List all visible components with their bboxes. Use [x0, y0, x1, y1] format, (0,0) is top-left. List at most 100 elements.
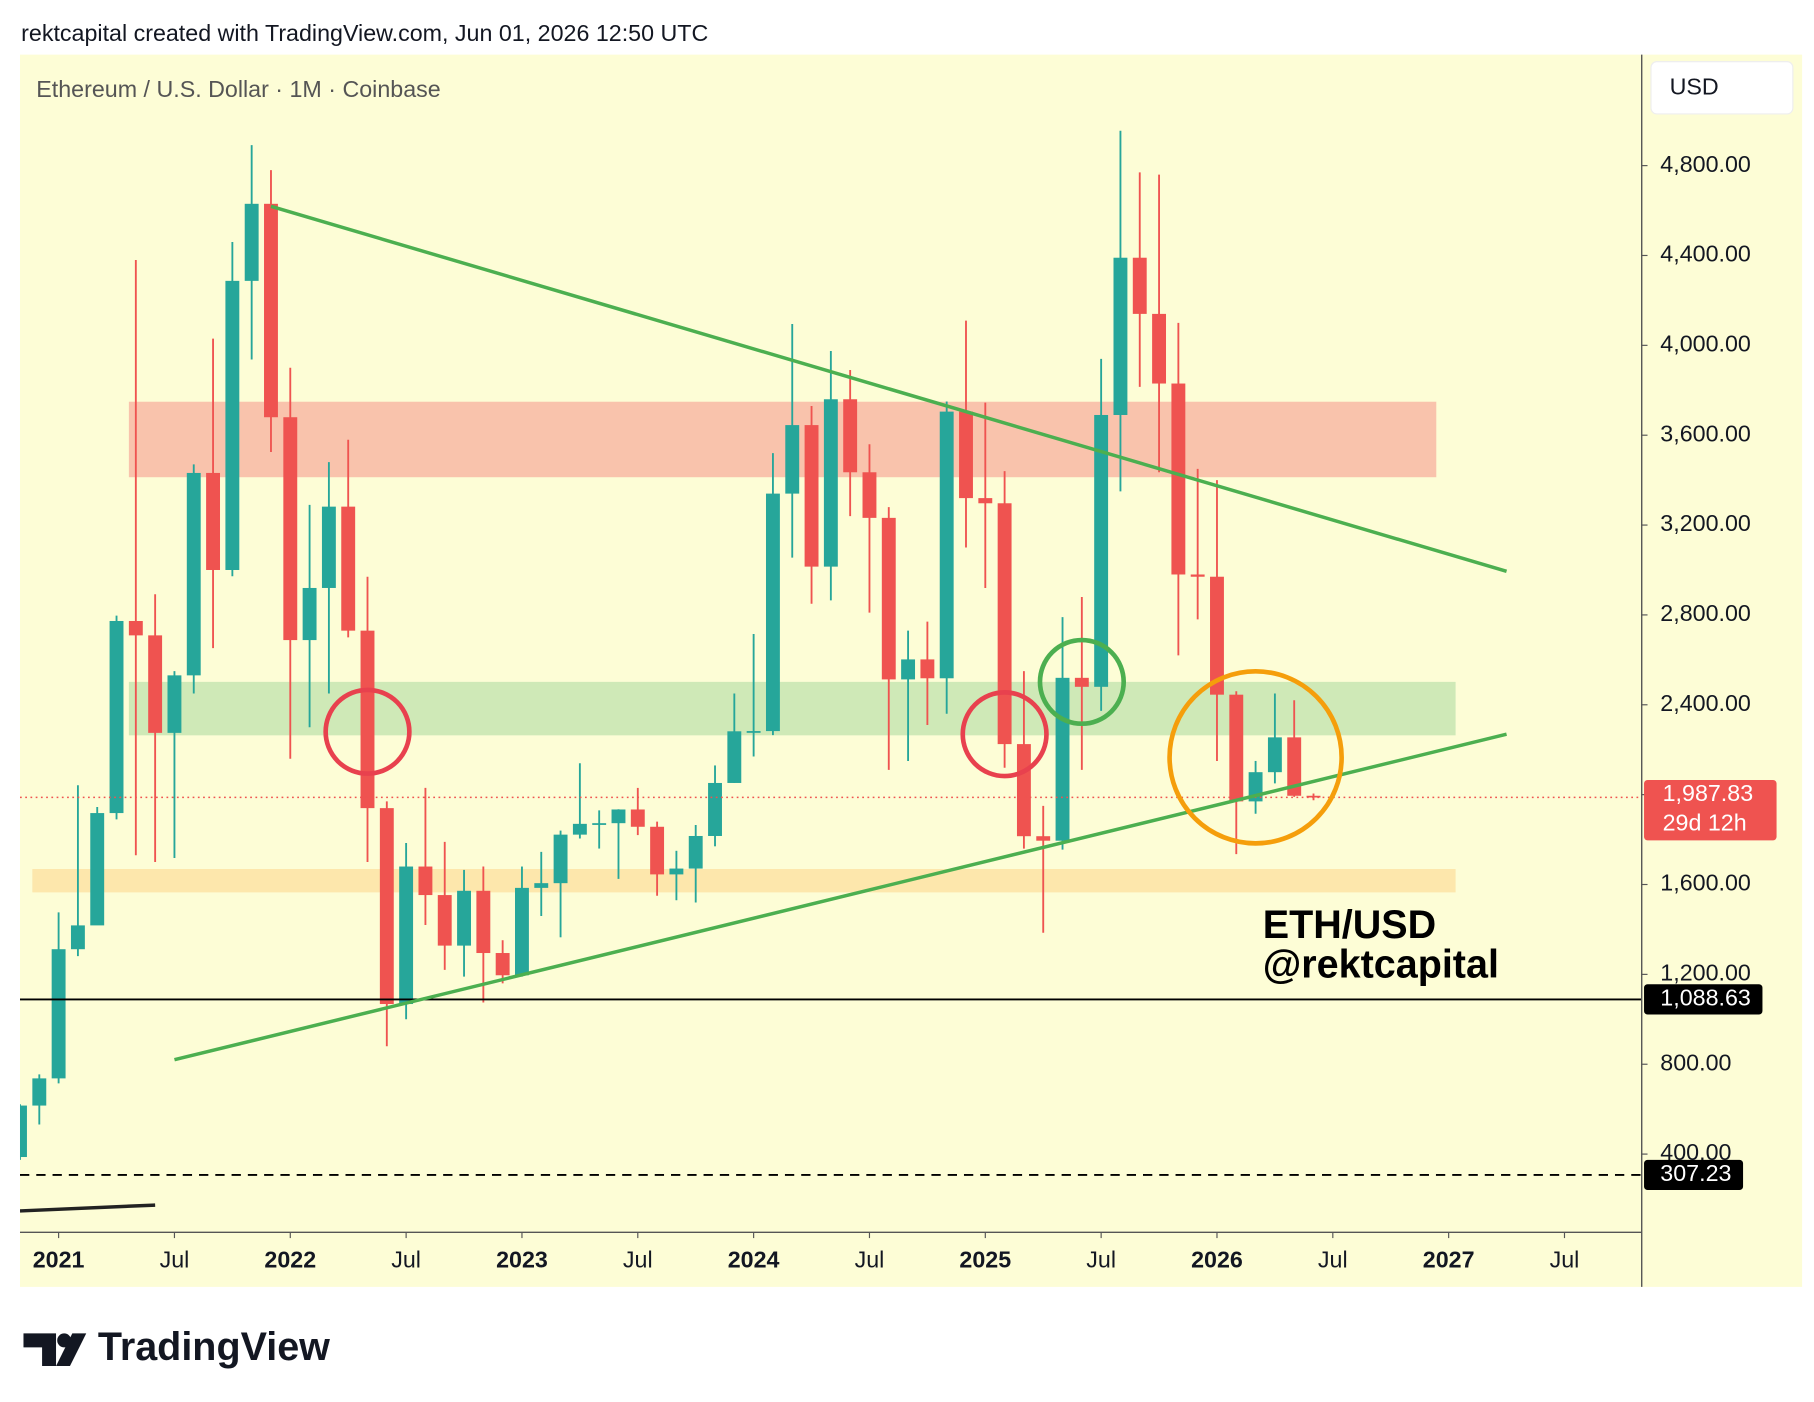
candle-body — [978, 498, 993, 504]
candle-body — [1287, 737, 1302, 796]
y-tick-label: 1,200.00 — [1660, 960, 1751, 986]
highlight-circle — [1167, 669, 1344, 846]
candle-body — [862, 472, 877, 518]
trendline — [174, 732, 1507, 1062]
watermark-author: @rektcapital — [1263, 943, 1499, 987]
x-tick-label: 2022 — [264, 1246, 316, 1272]
y-tick-label: 4,000.00 — [1660, 330, 1751, 356]
y-tick-label: 3,600.00 — [1660, 420, 1751, 446]
last-price-tag — [1644, 779, 1777, 841]
candle-body — [495, 953, 510, 976]
candle-body — [1074, 677, 1089, 687]
last-price-label: 1,987.83 — [1663, 780, 1754, 806]
countdown-label: 29d 12h — [1663, 809, 1747, 835]
candle-body — [360, 630, 375, 809]
x-tick-label: Jul — [855, 1246, 885, 1272]
header-title: rektcapital created with TradingView.com… — [21, 20, 708, 46]
candle-body — [418, 866, 433, 896]
candle-body — [804, 425, 819, 567]
candle-body — [997, 503, 1012, 745]
y-tick-label: 4,400.00 — [1660, 241, 1751, 267]
price-tag — [1644, 984, 1763, 1015]
candle-body — [128, 620, 143, 636]
candle-body — [1229, 694, 1244, 802]
candle-body — [939, 411, 954, 679]
price-tag — [1644, 1159, 1744, 1191]
candle-body — [1210, 576, 1224, 695]
x-tick-label: 2027 — [1423, 1246, 1475, 1272]
candle-body — [920, 659, 935, 679]
y-tick-label: 1,600.00 — [1660, 870, 1751, 896]
x-tick-label: Jul — [391, 1246, 421, 1272]
price-tag-label: 307.23 — [1660, 1160, 1731, 1186]
highlight-circle — [960, 690, 1049, 779]
candle-body — [881, 517, 896, 680]
candle-body — [283, 417, 298, 641]
highlight-circle — [1037, 637, 1127, 727]
candle-body — [186, 472, 201, 676]
candle-body — [90, 813, 105, 926]
price-tag-label: 1,088.63 — [1660, 985, 1751, 1011]
brand-name: TradingView — [98, 1325, 330, 1369]
candle-body — [1016, 744, 1031, 837]
candle-body — [572, 823, 587, 835]
candle-body — [341, 506, 356, 631]
candle-body — [1306, 795, 1321, 798]
candle-body — [746, 731, 761, 733]
candle-body — [399, 866, 414, 1005]
trendline — [270, 204, 1508, 574]
candle-body — [206, 472, 221, 570]
candle-body — [1113, 257, 1128, 415]
candle-body — [167, 675, 182, 733]
x-tick-label: 2021 — [33, 1246, 85, 1272]
currency-button[interactable] — [1650, 61, 1794, 115]
candle-body — [264, 203, 278, 418]
candle-body — [823, 399, 838, 567]
x-tick-label: 2026 — [1191, 1246, 1243, 1272]
candle-body — [708, 782, 722, 836]
x-tick-label: 2024 — [728, 1246, 780, 1272]
y-tick-label: 2,800.00 — [1660, 600, 1751, 626]
watermark-pair: ETH/USD — [1263, 903, 1436, 947]
candle-body — [1152, 313, 1167, 384]
candle-body — [669, 868, 684, 875]
candle-body — [1036, 836, 1051, 841]
candle-body — [959, 411, 973, 499]
candle-body — [148, 635, 163, 733]
candle-body — [476, 890, 491, 954]
highlight-circle — [323, 687, 412, 776]
candle-body — [437, 895, 452, 946]
candle-body — [611, 809, 626, 824]
symbol-label: Ethereum / U.S. Dollar · 1M · Coinbase — [36, 76, 440, 102]
candle-body — [553, 834, 568, 884]
plot-area — [19, 130, 1642, 1213]
y-tick-label: 4,800.00 — [1660, 151, 1751, 177]
candle-body — [592, 823, 607, 825]
currency-label[interactable]: USD — [1670, 73, 1719, 99]
candle-body — [1267, 737, 1282, 773]
candle-body — [51, 949, 66, 1079]
brand-logo — [23, 1333, 87, 1366]
x-tick-label: Jul — [1318, 1246, 1348, 1272]
candle-body — [1171, 383, 1186, 575]
candle-body — [650, 826, 665, 875]
x-tick-label: 2025 — [959, 1246, 1011, 1272]
candle-body — [379, 808, 394, 1005]
candle-body — [785, 425, 800, 494]
y-tick-label: 3,200.00 — [1660, 510, 1751, 536]
candle-body — [688, 835, 703, 869]
x-tick-label: Jul — [623, 1246, 653, 1272]
candle-body — [630, 809, 645, 827]
candle-body — [515, 887, 529, 976]
candle-body — [321, 506, 336, 588]
x-tick-label: Jul — [160, 1246, 190, 1272]
candle-body — [32, 1078, 47, 1106]
candle-body — [225, 280, 240, 570]
candle-body — [19, 1105, 27, 1158]
candle-body — [70, 925, 85, 950]
candle-body — [457, 890, 471, 946]
candle-body — [1190, 574, 1205, 577]
trendline — [19, 1203, 156, 1213]
